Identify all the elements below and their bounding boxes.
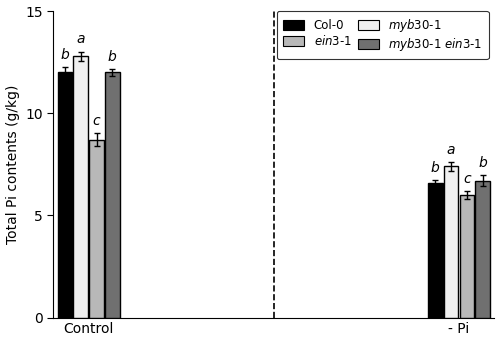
Text: b: b xyxy=(60,48,70,62)
Y-axis label: Total Pi contents (g/kg): Total Pi contents (g/kg) xyxy=(6,84,20,244)
Bar xyxy=(476,181,490,318)
Text: a: a xyxy=(447,143,456,157)
Bar xyxy=(89,140,104,318)
Text: a: a xyxy=(76,32,85,47)
Text: c: c xyxy=(463,172,470,186)
Legend: Col-0, $ein3$-$1$, $myb30$-$1$, $myb30$-$1$ $ein3$-$1$: Col-0, $ein3$-$1$, $myb30$-$1$, $myb30$-… xyxy=(277,11,488,59)
Text: b: b xyxy=(478,156,487,170)
Text: b: b xyxy=(108,50,116,64)
Bar xyxy=(460,195,474,318)
Bar xyxy=(58,73,72,318)
Text: b: b xyxy=(431,160,440,174)
Text: c: c xyxy=(92,114,100,128)
Bar xyxy=(105,73,120,318)
Bar xyxy=(74,56,88,318)
Bar xyxy=(428,183,442,318)
Bar xyxy=(444,166,458,318)
